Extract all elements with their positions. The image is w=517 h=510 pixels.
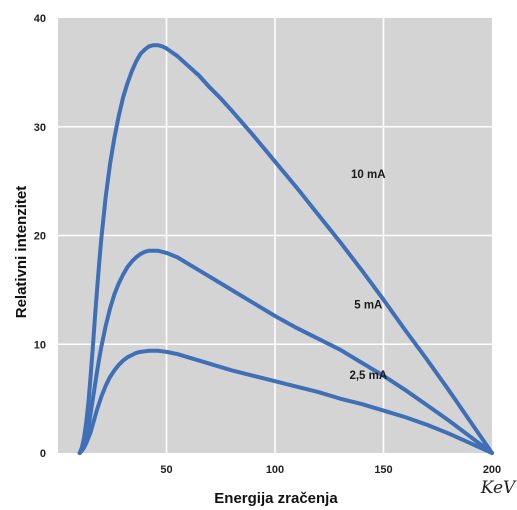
series-label-3: 2,5 mA xyxy=(349,370,387,382)
x-tick-label: 200 xyxy=(483,464,501,476)
x-axis-unit: KeV xyxy=(480,478,517,498)
series-labels: 10 mA 5 mA 2,5 mA xyxy=(349,169,387,382)
x-tick-label: 50 xyxy=(160,464,172,476)
series-line-1 xyxy=(77,43,494,455)
series-label-2: 5 mA xyxy=(354,299,382,311)
grid-lines xyxy=(58,18,492,453)
x-axis-title: Energija zračenja xyxy=(214,490,338,507)
y-tick-label: 10 xyxy=(34,339,46,351)
y-tick-label: 0 xyxy=(40,448,46,460)
x-tick-label: 150 xyxy=(374,464,392,476)
x-tick-label: 100 xyxy=(266,464,284,476)
series-lines xyxy=(77,43,494,455)
series-line-3 xyxy=(77,348,494,455)
y-tick-label: 40 xyxy=(34,13,46,25)
series-label-1: 10 mA xyxy=(351,169,386,181)
y-tick-label: 20 xyxy=(34,231,46,243)
y-axis-title: Relativni intenzitet xyxy=(13,186,30,319)
series-line-2 xyxy=(77,248,494,455)
tick-labels: 50 100 150 200 0 10 20 30 40 xyxy=(34,13,501,476)
y-tick-label: 30 xyxy=(34,122,46,134)
